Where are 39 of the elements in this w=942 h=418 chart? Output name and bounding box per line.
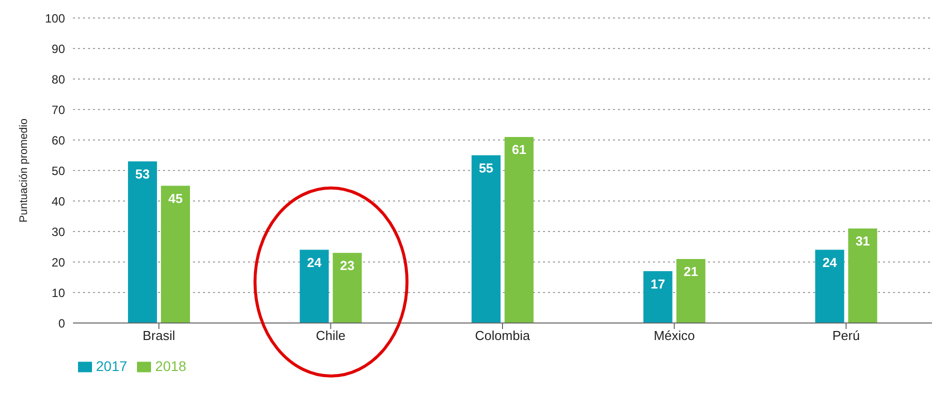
bar (848, 228, 878, 323)
bar (332, 252, 362, 323)
x-tick-label: Colombia (475, 328, 531, 344)
x-tick-label: Perú (832, 328, 860, 344)
data-label: 55 (478, 160, 494, 176)
y-tick-label: 0 (58, 316, 66, 330)
data-label: 21 (684, 264, 698, 280)
data-label: 24 (307, 255, 322, 270)
data-label: 53 (135, 166, 150, 182)
data-label: 23 (340, 258, 355, 274)
y-tick-label: 10 (52, 286, 66, 300)
y-tick-label: 90 (52, 42, 66, 56)
data-label: 24 (822, 255, 838, 270)
x-tick-label: México (654, 328, 695, 344)
legend-label: 2018 (155, 358, 186, 374)
data-label: 17 (650, 276, 666, 292)
y-axis-title: Puntuación promedio (18, 118, 30, 222)
bar (160, 186, 190, 323)
bar (504, 136, 534, 323)
y-tick-label: 80 (52, 72, 66, 86)
data-label: 31 (855, 234, 870, 249)
bar (815, 250, 844, 323)
y-tick-label: 60 (52, 133, 66, 148)
bar (676, 258, 706, 323)
y-tick-label: 40 (52, 194, 66, 208)
bar (300, 250, 329, 323)
x-tick-label: Chile (316, 328, 346, 344)
data-label: 45 (168, 190, 183, 206)
x-tick-label: Brasil (142, 328, 176, 344)
bar (472, 155, 501, 323)
y-tick-label: 20 (52, 255, 66, 270)
data-label: 61 (512, 142, 526, 158)
y-tick-label: 70 (52, 102, 66, 117)
bar (128, 161, 157, 323)
legend-label: 2017 (96, 358, 128, 374)
bar (643, 271, 672, 323)
y-tick-label: 30 (52, 224, 66, 239)
y-tick-label: 100 (44, 11, 66, 26)
y-tick-label: 50 (52, 164, 66, 178)
